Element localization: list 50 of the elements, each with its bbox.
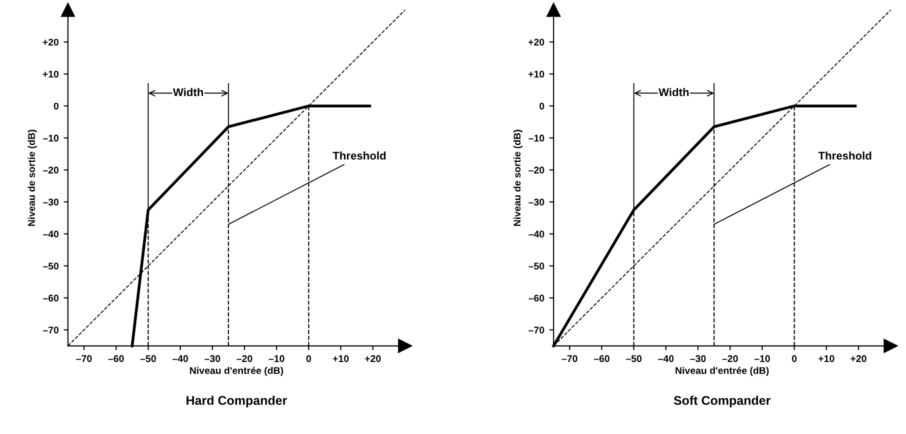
y-tick-label: +10 — [528, 70, 544, 78]
x-tick-label: –60 — [594, 355, 610, 362]
x-tick-label: –10 — [754, 355, 770, 362]
y-tick-label: +10 — [42, 70, 59, 78]
x-tick-label: 0 — [306, 355, 311, 362]
x-tick-label: –70 — [562, 355, 578, 362]
x-tick-label: –10 — [268, 355, 284, 362]
y-tick-label: –20 — [43, 166, 59, 174]
y-axis-title: Niveau de sortie (dB) — [28, 130, 37, 226]
y-tick-label: –60 — [528, 294, 544, 302]
x-tick-label: –40 — [172, 355, 188, 362]
annotation: Threshold — [332, 151, 386, 160]
y-tick-label: 0 — [540, 102, 544, 110]
y-tick-label: –30 — [43, 198, 59, 206]
x-tick-label: –20 — [722, 355, 738, 362]
x-tick-label: +10 — [332, 355, 349, 362]
x-tick-label: 0 — [792, 355, 797, 362]
x-tick-label: –40 — [658, 355, 674, 362]
y-axis-title: Niveau de sortie (dB) — [513, 130, 522, 226]
x-tick-label: –30 — [204, 355, 220, 362]
y-tick-label: –40 — [528, 230, 544, 238]
annotation: Width — [172, 88, 204, 96]
y-tick-label: +20 — [42, 38, 59, 46]
y-tick-label: –70 — [528, 326, 544, 334]
y-tick-label: –10 — [43, 134, 59, 142]
text: Soft Compander — [674, 396, 771, 408]
x-tick-label: –20 — [236, 355, 252, 362]
x-tick-label: –70 — [76, 355, 92, 362]
x-tick-label: +20 — [850, 355, 866, 362]
text: Hard Compander — [186, 396, 287, 408]
annotation: Width — [658, 88, 689, 96]
x-axis-title: Niveau d'entrée (dB) — [190, 366, 284, 376]
y-tick-label: 0 — [54, 102, 59, 110]
y-tick-label: –50 — [43, 262, 59, 270]
y-tick-label: –40 — [43, 230, 59, 238]
x-axis-title: Niveau d'entrée (dB) — [676, 366, 769, 376]
x-tick-label: –50 — [626, 355, 642, 362]
x-tick-label: +10 — [818, 355, 834, 362]
annotation: Threshold — [818, 151, 872, 160]
y-tick-label: –10 — [528, 134, 544, 142]
y-tick-label: +20 — [528, 38, 544, 46]
y-tick-label: –20 — [528, 166, 544, 174]
x-tick-label: –60 — [108, 355, 124, 362]
x-tick-label: +20 — [365, 355, 381, 362]
y-tick-label: –60 — [43, 294, 59, 302]
y-tick-label: –70 — [43, 326, 59, 334]
y-tick-label: –50 — [528, 262, 544, 270]
x-tick-label: –30 — [690, 355, 706, 362]
x-tick-label: –50 — [140, 355, 156, 362]
y-tick-label: –30 — [528, 198, 544, 206]
